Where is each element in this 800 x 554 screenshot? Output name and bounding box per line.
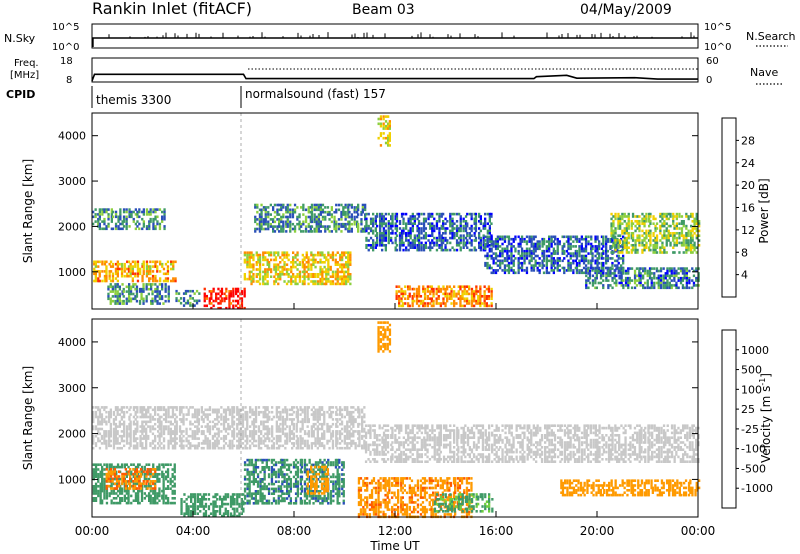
- freq-tick-top: 18: [60, 56, 73, 67]
- x-tick-label-5: 20:00: [580, 524, 615, 538]
- beam-title: Beam 03: [352, 2, 415, 18]
- x-tick-label-1: 04:00: [176, 524, 211, 538]
- noise-left-label: N.Sky: [4, 32, 36, 45]
- velocity-ytick-label-1: 2000: [58, 428, 86, 441]
- noise-right-tick-top: 10^5: [704, 22, 731, 33]
- power-region-8: [377, 115, 391, 147]
- velocity-colorbar-tick-label-1: -500: [741, 462, 766, 475]
- power-region-11: [610, 212, 701, 254]
- power-region-0: [92, 208, 166, 231]
- velocity-region-1: [364, 424, 700, 463]
- power-colorbar-tick-label-0: 4: [741, 269, 748, 282]
- date-title: 04/May/2009: [580, 2, 672, 18]
- power-ytick-label-3: 4000: [58, 130, 86, 143]
- cpid-mode-2: normalsound (fast) 157: [245, 87, 386, 101]
- velocity-panel: 1000 2000 3000 4000 Slant Range [km] -1000 -…: [21, 318, 773, 519]
- freq-label-1: Freq.: [14, 58, 39, 69]
- power-colorbar-label: Power [dB]: [757, 178, 771, 243]
- power-colorbar-tick-label-2: 12: [741, 224, 755, 237]
- x-tick-label-0: 00:00: [75, 524, 110, 538]
- freq-panel: Freq. [MHz] 18 8 60 0 Nave: [10, 56, 784, 86]
- velocity-colorbar-frame: [721, 329, 737, 509]
- velocity-colorbar-tick-label-3: -25: [741, 423, 759, 436]
- velocity-region-5: [243, 458, 345, 505]
- cpid-panel: CPID themis 3300 normalsound (fast) 157: [6, 86, 386, 108]
- power-region-10: [484, 235, 625, 275]
- velocity-ytick-label-0: 1000: [58, 473, 86, 486]
- x-axis-label: Time UT: [369, 539, 420, 553]
- velocity-colorbar-tick-label-7: 1000: [741, 344, 769, 357]
- power-colorbar-tick-label-6: 28: [741, 134, 755, 147]
- noise-right-tick-bottom: 10^0: [704, 42, 731, 53]
- cpid-label: CPID: [6, 88, 35, 101]
- power-region-7: [365, 212, 493, 252]
- velocity-colorbar-label-end: ]: [759, 373, 773, 378]
- noise-panel: N.Sky 10^5 10^0 10^5 10^0 N.Search: [4, 22, 796, 53]
- power-colorbar-tick-label-3: 16: [741, 202, 755, 215]
- noise-left-tick-bottom: 10^0: [52, 42, 79, 53]
- velocity-colorbar-label-sup: -1: [758, 378, 767, 386]
- nave-label: Nave: [750, 66, 778, 79]
- nave-tick-bottom: 0: [706, 75, 712, 86]
- velocity-region-7: [377, 321, 392, 353]
- nave-tick-top: 60: [706, 56, 719, 67]
- velocity-colorbar-label: Velocity [m s-1]: [758, 373, 773, 463]
- velocity-ylabel: Slant Range [km]: [21, 366, 35, 470]
- power-region-4: [203, 287, 246, 310]
- freq-series-line: [91, 73, 698, 82]
- power-ytick-label-2: 3000: [58, 175, 86, 188]
- power-colorbar-tick-label-1: 8: [741, 246, 748, 259]
- power-region-6: [243, 251, 352, 286]
- power-region-3: [175, 289, 201, 307]
- velocity-region-3: [105, 468, 157, 490]
- velocity-colorbar-tick-label-4: 25: [741, 403, 755, 416]
- power-panel: 1000 2000 3000 4000 Slant Range [km] 4 8 12 16…: [21, 112, 771, 310]
- velocity-colorbar-tick-label-6: 500: [741, 364, 762, 377]
- velocity-region-4: [180, 493, 245, 518]
- noise-right-label: N.Search: [746, 30, 796, 43]
- power-ytick-label-0: 1000: [58, 266, 86, 279]
- power-region-12: [585, 267, 700, 290]
- cpid-mode-1: themis 3300: [96, 93, 171, 107]
- velocity-region-0: [92, 406, 366, 450]
- power-colorbar-tick-label-4: 20: [741, 179, 755, 192]
- freq-label-2: [MHz]: [10, 70, 39, 81]
- velocity-colorbar-tick-label-2: -100: [741, 443, 766, 456]
- velocity-region-6: [306, 465, 329, 495]
- power-ytick-label-1: 2000: [58, 220, 86, 233]
- power-region-1: [93, 260, 177, 283]
- x-axis: 00:00 04:00 08:00 12:00 16:00 20:00 00:00: [75, 303, 716, 538]
- power-colorbar-frame: [721, 117, 737, 298]
- power-region-5: [254, 203, 367, 233]
- power-ylabel: Slant Range [km]: [21, 159, 35, 263]
- noise-left-tick-top: 10^5: [52, 22, 79, 33]
- velocity-colorbar-tick-label-5: 100: [741, 383, 762, 396]
- power-region-2: [107, 283, 170, 305]
- velocity-ytick-label-2: 3000: [58, 382, 86, 395]
- freq-panel-frame: [91, 57, 699, 83]
- x-tick-label-6: 00:00: [681, 524, 716, 538]
- velocity-colorbar-tick-label-0: -1000: [741, 482, 773, 495]
- power-region-9: [395, 285, 493, 308]
- velocity-colorbar-label-main: Velocity [m s: [759, 386, 773, 463]
- x-tick-label-3: 12:00: [378, 524, 413, 538]
- velocity-region-10: [560, 479, 701, 497]
- velocity-ytick-label-3: 4000: [58, 336, 86, 349]
- station-title: Rankin Inlet (fitACF): [92, 0, 252, 18]
- noise-panel-frame: [91, 23, 699, 49]
- x-tick-label-4: 16:00: [479, 524, 514, 538]
- velocity-region-9: [433, 493, 494, 513]
- power-colorbar-tick-label-5: 24: [741, 157, 755, 170]
- x-tick-label-2: 08:00: [277, 524, 312, 538]
- freq-tick-bottom: 8: [66, 75, 72, 86]
